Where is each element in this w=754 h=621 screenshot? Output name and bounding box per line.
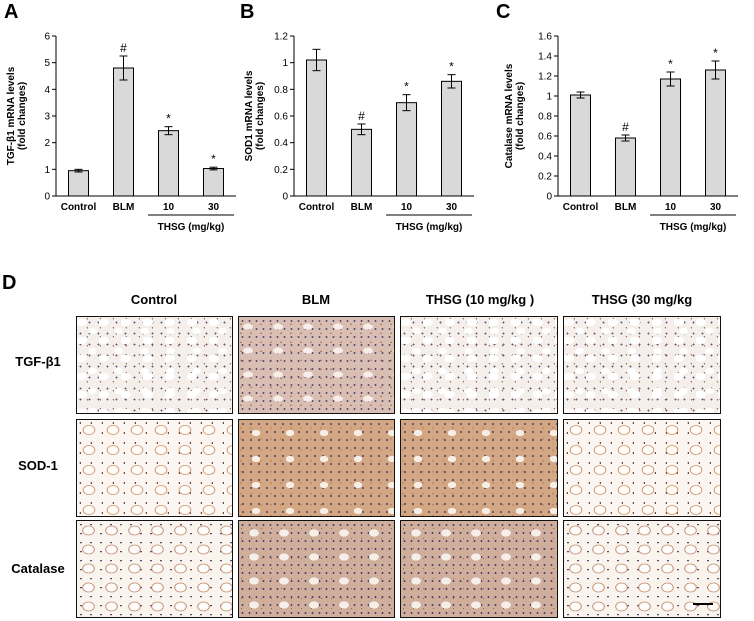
x-tick-label: BLM bbox=[351, 202, 373, 213]
y-axis-label: Catalase mRNA levels bbox=[504, 63, 515, 168]
bar-blm bbox=[351, 128, 372, 197]
bar-control bbox=[306, 59, 327, 197]
y-tick-label: 4 bbox=[44, 85, 50, 96]
x-tick-label: Control bbox=[61, 202, 97, 213]
micrograph-catalase-control bbox=[76, 520, 233, 618]
panel-letter-b: B bbox=[240, 1, 254, 23]
panel-letter-a: A bbox=[4, 1, 18, 23]
y-tick-label: 0 bbox=[282, 192, 288, 203]
significance-mark: * bbox=[166, 112, 171, 126]
bar-control bbox=[570, 94, 591, 197]
x-tick-label: 30 bbox=[446, 202, 458, 213]
chart-panel-b: B 0 0.2 0.4 0.6 0.8 1 1.2 SOD1 mRNA levels (fold … bbox=[240, 1, 474, 233]
micrograph-catalase-thsg-10 bbox=[400, 520, 558, 618]
y-tick-label: 0.2 bbox=[274, 165, 288, 176]
y-tick-label: 0.4 bbox=[538, 152, 552, 163]
panel-letter-c: C bbox=[496, 1, 510, 23]
micrograph-tgf-b1-blm bbox=[238, 316, 395, 414]
bar-blm bbox=[113, 67, 134, 197]
y-tick-label: 2 bbox=[44, 138, 50, 149]
group-label: THSG (mg/kg) bbox=[660, 222, 727, 233]
row-header-tgf-b1: TGF-β1 bbox=[15, 354, 61, 369]
micrograph-sod-1-thsg-10 bbox=[400, 419, 558, 517]
y-tick-label: 3 bbox=[44, 112, 50, 123]
column-header-control: Control bbox=[130, 292, 178, 307]
row-header-catalase: Catalase bbox=[11, 561, 65, 576]
y-tick-label: 1 bbox=[546, 92, 552, 103]
y-tick-label: 0.8 bbox=[538, 112, 552, 123]
y-tick-label: 0 bbox=[546, 192, 552, 203]
y-tick-label: 0 bbox=[44, 192, 50, 203]
y-tick-label: 0.2 bbox=[538, 172, 552, 183]
significance-mark: # bbox=[622, 120, 629, 134]
micrograph-tgf-b1-thsg-10 bbox=[400, 316, 558, 414]
x-tick-label: Control bbox=[299, 202, 335, 213]
bar-30 bbox=[203, 168, 224, 197]
micrograph-sod-1-blm bbox=[238, 419, 395, 517]
group-label: THSG (mg/kg) bbox=[396, 222, 463, 233]
scale-bar bbox=[693, 603, 713, 605]
y-tick-label: 0.8 bbox=[274, 85, 288, 96]
y-axis-label: (fold changes) bbox=[17, 82, 28, 150]
x-tick-label: BLM bbox=[615, 202, 637, 213]
micrograph-sod-1-thsg-30 bbox=[563, 419, 721, 517]
significance-mark: * bbox=[713, 46, 718, 60]
significance-mark: # bbox=[120, 41, 127, 55]
column-header-blm: BLM bbox=[301, 292, 331, 307]
significance-mark: # bbox=[358, 109, 365, 123]
y-tick-label: 1 bbox=[44, 165, 50, 176]
y-tick-label: 0.6 bbox=[538, 132, 552, 143]
bar-blm bbox=[615, 137, 636, 197]
bar-10 bbox=[660, 78, 681, 197]
y-tick-label: 0.4 bbox=[274, 138, 288, 149]
micrograph-sod-1-control bbox=[76, 419, 233, 517]
significance-mark: * bbox=[404, 80, 409, 94]
micrograph-tgf-b1-thsg-30 bbox=[563, 316, 721, 414]
x-tick-label: 30 bbox=[208, 202, 220, 213]
panel-d-micrographs: D Control BLM THSG (10 mg/kg ) THSG (30 … bbox=[0, 262, 754, 621]
bar-30 bbox=[441, 80, 462, 197]
y-axis-label: (fold changes) bbox=[255, 82, 266, 150]
y-tick-label: 1.4 bbox=[538, 52, 552, 63]
x-tick-label: 10 bbox=[401, 202, 413, 213]
y-tick-label: 0.6 bbox=[274, 112, 288, 123]
x-tick-label: 10 bbox=[665, 202, 677, 213]
significance-mark: * bbox=[449, 60, 454, 74]
micrograph-catalase-thsg-30 bbox=[563, 520, 721, 618]
bar-30 bbox=[705, 69, 726, 197]
column-header-thsg-30: THSG (30 mg/kg bbox=[591, 292, 693, 307]
y-axis-label: SOD1 mRNA levels bbox=[244, 70, 255, 161]
bar-10 bbox=[396, 102, 417, 197]
bar-control bbox=[68, 170, 89, 197]
row-header-sod-1: SOD-1 bbox=[18, 458, 58, 473]
micrograph-catalase-blm bbox=[238, 520, 395, 618]
y-axis-label: (fold changes) bbox=[515, 82, 526, 150]
panel-letter-d: D bbox=[2, 272, 17, 294]
chart-panel-c: C 0 0.2 0.4 0.6 0.8 1 1.2 1.4 1.6 Catalase mRNA le… bbox=[496, 1, 738, 233]
x-tick-label: BLM bbox=[113, 202, 135, 213]
x-tick-label: Control bbox=[563, 202, 599, 213]
micrograph-tgf-b1-control bbox=[76, 316, 233, 414]
column-header-thsg-10: THSG (10 mg/kg ) bbox=[425, 292, 535, 307]
y-tick-label: 5 bbox=[44, 58, 50, 69]
y-tick-label: 1 bbox=[282, 58, 288, 69]
y-tick-label: 6 bbox=[44, 32, 50, 43]
bar-10 bbox=[158, 130, 179, 197]
y-tick-label: 1.2 bbox=[538, 72, 552, 83]
y-axis-label: TGF-β1 mRNA levels bbox=[6, 66, 17, 165]
significance-mark: * bbox=[211, 152, 216, 166]
x-tick-label: 10 bbox=[163, 202, 175, 213]
group-label: THSG (mg/kg) bbox=[158, 222, 225, 233]
x-tick-label: 30 bbox=[710, 202, 722, 213]
y-tick-label: 1.2 bbox=[274, 32, 288, 43]
significance-mark: * bbox=[668, 57, 673, 71]
y-tick-label: 1.6 bbox=[538, 32, 552, 43]
chart-panel-a: A 0 1 2 3 4 5 6 TGF-β1 mRNA levels (fold changes)… bbox=[4, 1, 236, 233]
